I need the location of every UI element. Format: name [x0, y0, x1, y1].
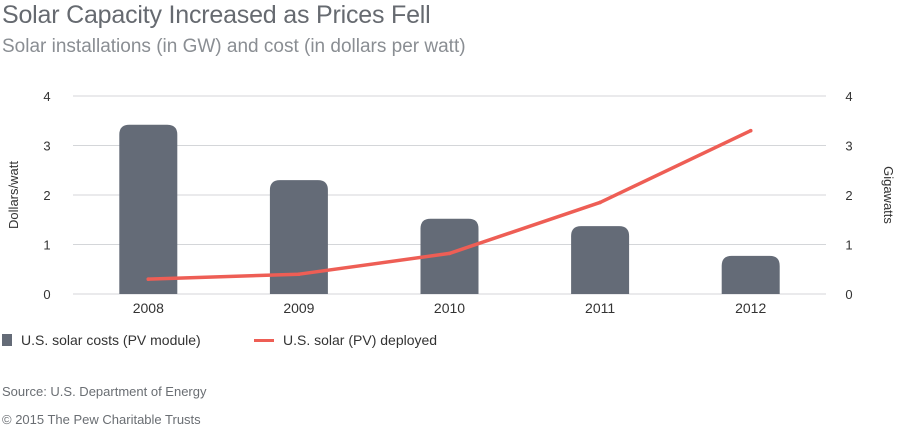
y-left-tick-label: 0 — [43, 287, 50, 302]
bar — [420, 218, 479, 294]
legend-swatch-line — [254, 338, 274, 342]
legend-label-deployed: U.S. solar (PV) deployed — [283, 332, 438, 348]
y-left-tick-label: 1 — [43, 238, 50, 253]
deployed-point — [297, 272, 301, 277]
chart-subtitle: Solar installations (in GW) and cost (in… — [2, 36, 466, 57]
source-note: Source: U.S. Department of Energy — [2, 384, 207, 399]
x-tick-label: 2012 — [735, 300, 766, 316]
y-right-tick-label: 3 — [845, 139, 852, 154]
y-right-tick-label: 1 — [845, 238, 852, 253]
y-right-tick-label: 4 — [845, 89, 852, 104]
legend-label-costs: U.S. solar costs (PV module) — [21, 332, 201, 348]
y-right-tick-label: 0 — [845, 287, 852, 302]
deployed-point — [598, 200, 602, 205]
legend-item-deployed: U.S. solar (PV) deployed — [254, 332, 437, 348]
y-axis-left-label: Dollars/watt — [6, 161, 21, 229]
x-tick-label: 2008 — [133, 300, 164, 316]
chart-title: Solar Capacity Increased as Prices Fell — [2, 1, 431, 29]
chart-area: 2008 2009 2010 2011 2012 0 1 2 3 4 0 1 2 3 4 Dollars… — [6, 89, 896, 316]
y-left-tick-label: 2 — [43, 188, 50, 203]
bar — [119, 124, 178, 295]
x-tick-label: 2009 — [283, 300, 314, 316]
copyright-note: © 2015 The Pew Charitable Trusts — [2, 412, 201, 427]
y-axis-right-label: Gigawatts — [881, 166, 896, 224]
deployed-point — [748, 128, 753, 133]
bar — [721, 255, 780, 294]
x-tick-label: 2010 — [434, 300, 465, 316]
y-left-tick-label: 4 — [43, 89, 50, 104]
deployed-point — [146, 277, 151, 281]
legend-item-costs: U.S. solar costs (PV module) — [2, 332, 201, 348]
deployed-point — [447, 251, 452, 256]
y-left-tick-label: 3 — [43, 139, 50, 154]
y-right-tick-label: 2 — [845, 188, 852, 203]
bar — [269, 180, 328, 294]
legend-swatch-bar — [2, 334, 12, 346]
x-tick-label: 2011 — [585, 300, 615, 316]
bar — [571, 226, 630, 294]
